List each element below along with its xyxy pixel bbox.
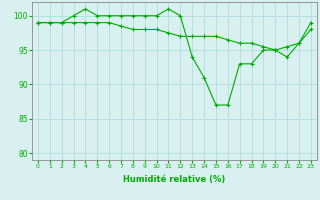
X-axis label: Humidité relative (%): Humidité relative (%) (123, 175, 226, 184)
